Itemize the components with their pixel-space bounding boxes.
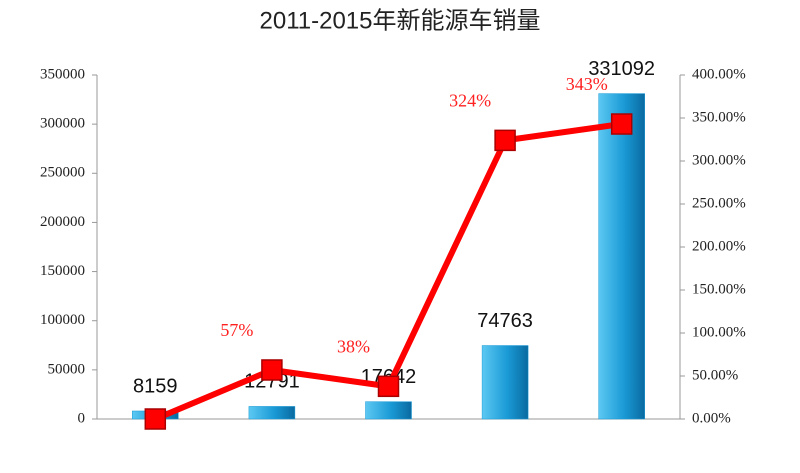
value-label: 57%	[220, 320, 253, 340]
value-label: 38%	[337, 336, 370, 356]
y2-tick-label: 50.00%	[692, 367, 738, 383]
y-tick-label: 250000	[40, 165, 85, 181]
chart-title: 2011-2015年新能源车销量	[260, 7, 541, 34]
y-tick-label: 100000	[40, 312, 85, 328]
bar-label: 331092	[588, 58, 655, 80]
y-tick-label: 0	[78, 410, 86, 426]
y2-tick-label: 250.00%	[692, 195, 746, 211]
marker	[261, 359, 283, 381]
bar	[598, 93, 645, 420]
bar	[481, 345, 529, 420]
y-tick-label: 350000	[40, 66, 85, 82]
y2-tick-label: 400.00%	[692, 66, 746, 82]
y-tick-label: 300000	[40, 116, 85, 132]
y2-tick-label: 0.00%	[692, 410, 731, 426]
marker	[494, 129, 516, 152]
marker	[377, 375, 400, 398]
y2-tick-label: 350.00%	[692, 109, 746, 125]
bar	[248, 406, 296, 420]
y-tick-label: 50000	[48, 361, 86, 377]
y2-tick-label: 200.00%	[692, 238, 746, 254]
bar-label: 8159	[133, 375, 178, 397]
y2-tick-label: 100.00%	[692, 324, 746, 340]
bar	[365, 401, 412, 420]
value-label: 324%	[449, 90, 491, 110]
marker	[144, 408, 167, 430]
y2-tick-label: 150.00%	[692, 281, 746, 297]
bar-label: 74763	[477, 310, 533, 332]
y-tick-label: 150000	[40, 263, 85, 279]
value-label: 343%	[566, 74, 608, 94]
y2-tick-label: 300.00%	[692, 152, 746, 168]
y-tick-label: 200000	[40, 214, 85, 230]
marker	[610, 113, 633, 135]
